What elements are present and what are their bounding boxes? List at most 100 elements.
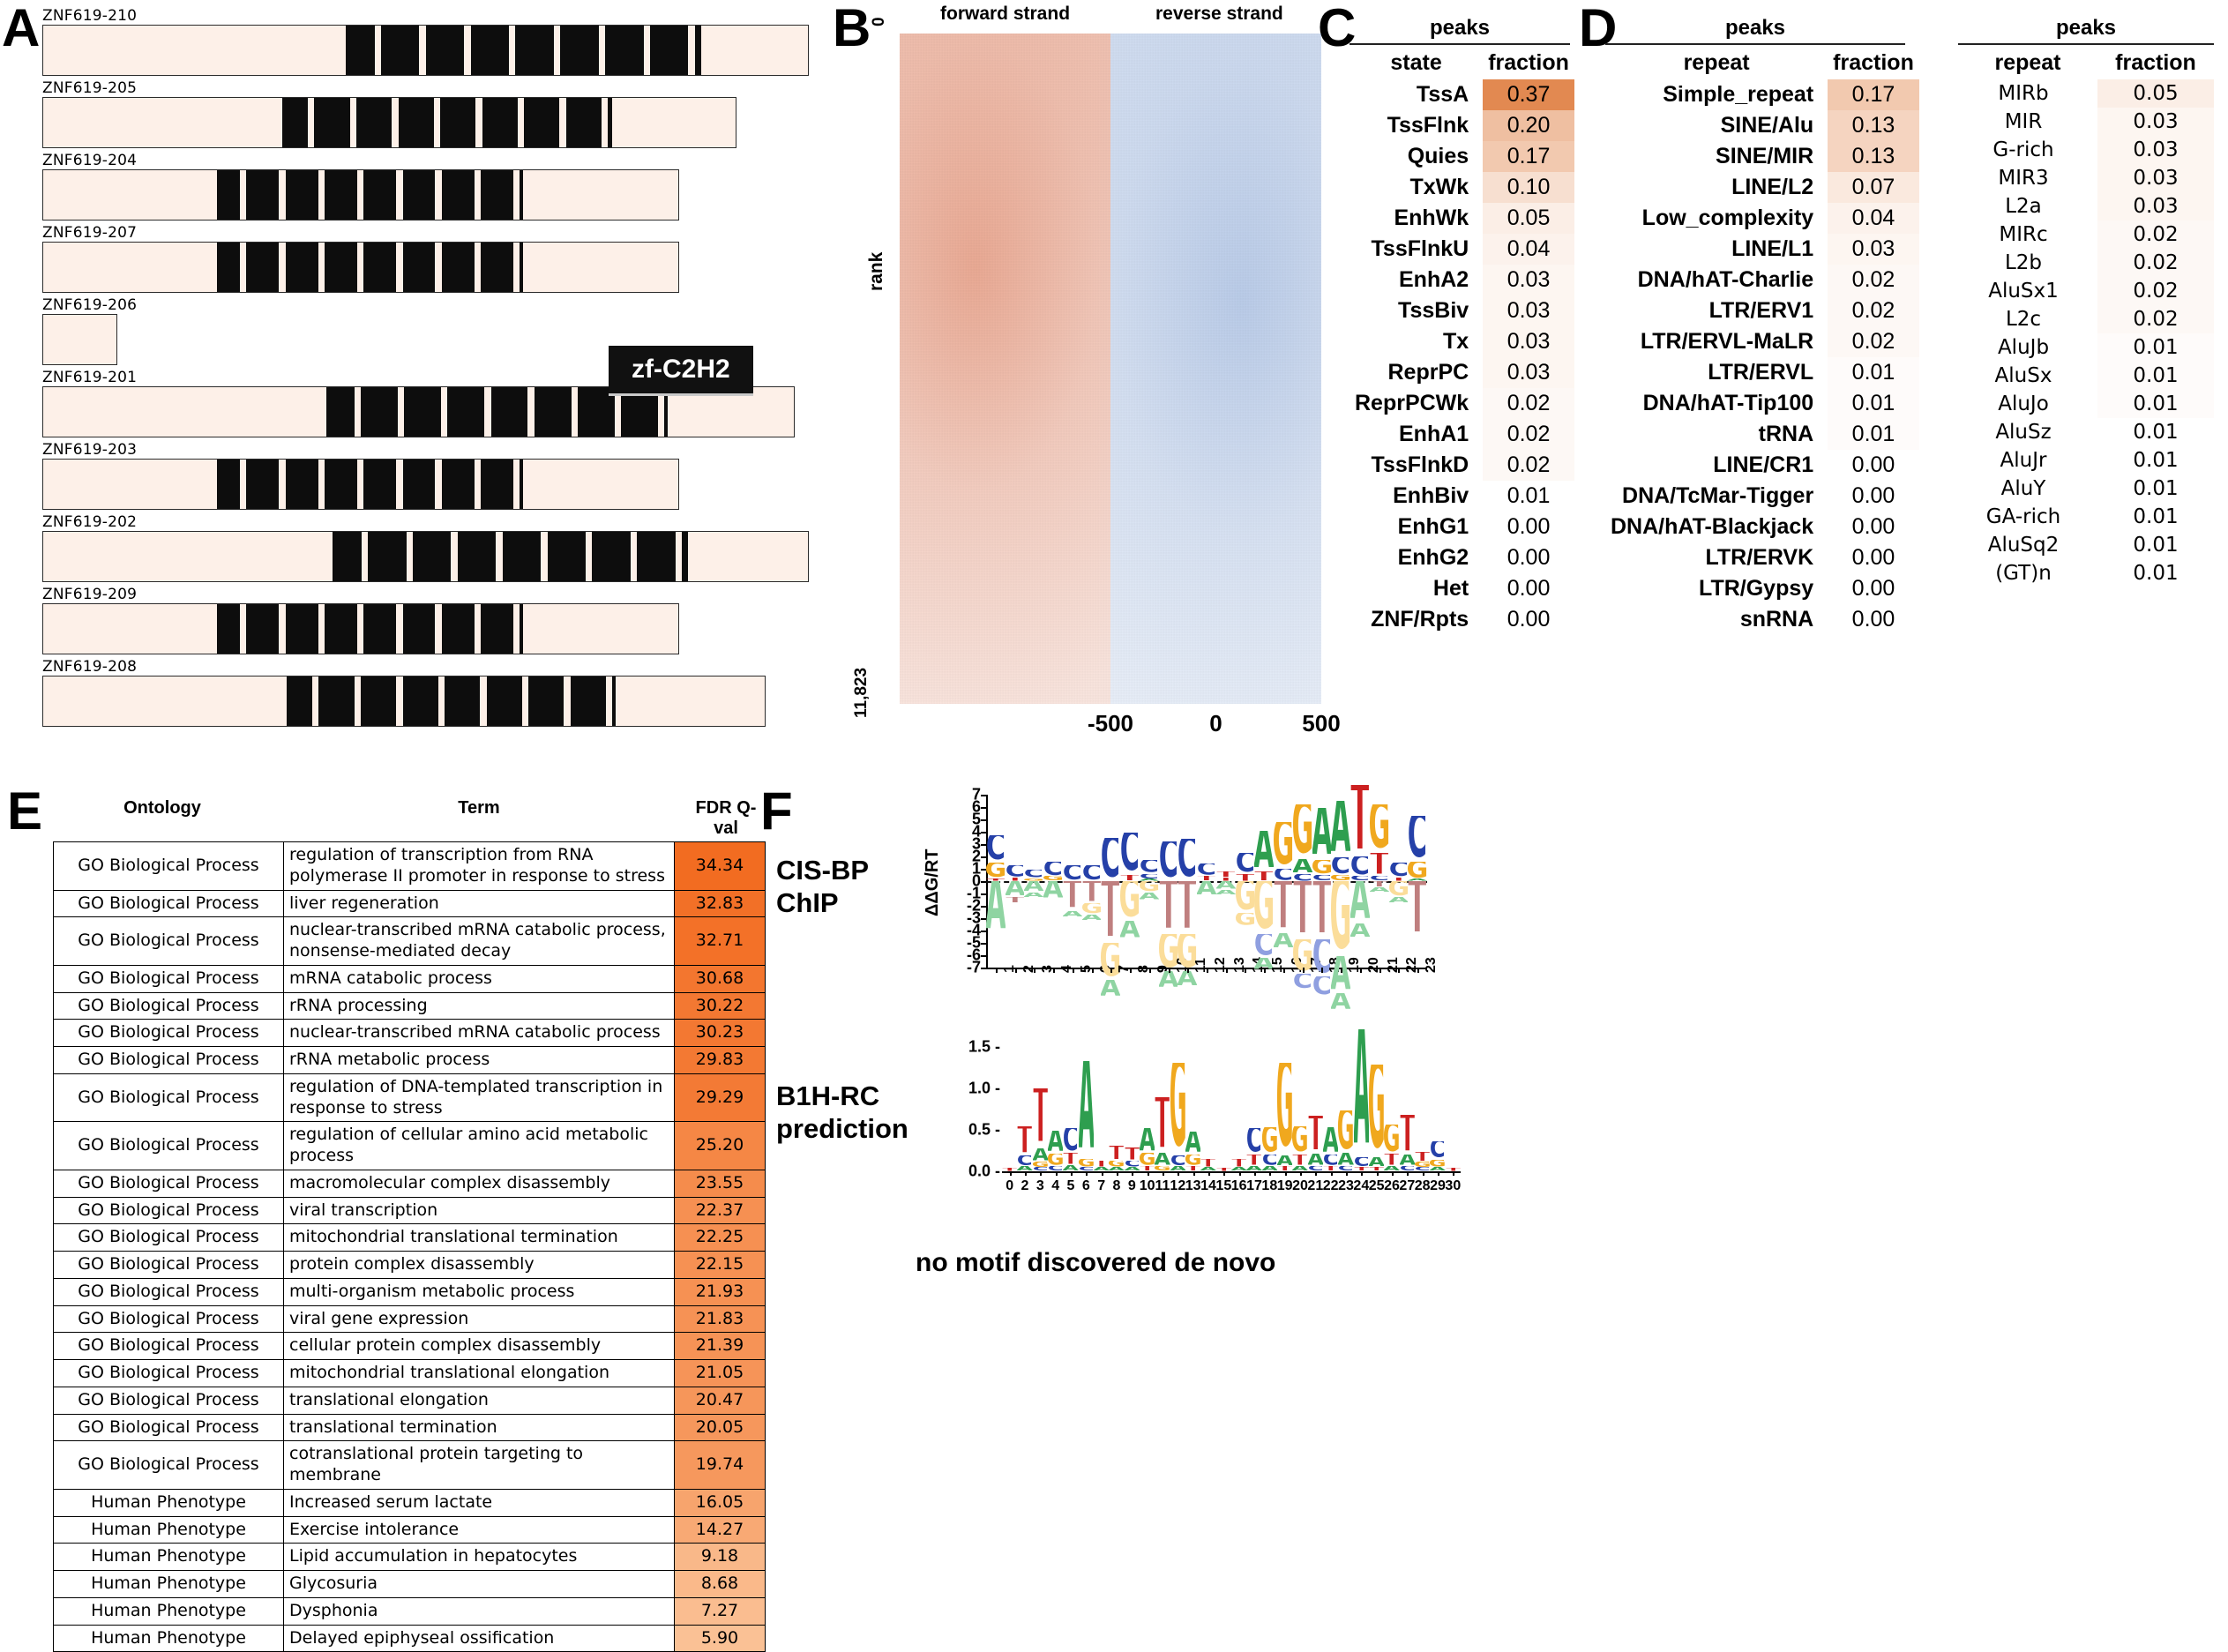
ontology-cell: Human Phenotype: [53, 1543, 284, 1571]
table-row: LINE/CR1 0.00: [1605, 450, 1919, 481]
logo-base-A: A: [1384, 1166, 1400, 1171]
table-row: G-rich 0.03: [1958, 136, 2214, 164]
logo-base-T: T: [1277, 1166, 1292, 1171]
row-fraction: 0.02: [2097, 277, 2214, 305]
logo-base-G: G: [1048, 1154, 1063, 1166]
coding-region: [345, 26, 702, 75]
logo-base-C: C: [1062, 864, 1082, 881]
zf-c2h2-domain-gap: [354, 387, 361, 437]
logo1-x-tick-mark: [1282, 968, 1285, 973]
logo-base-T: T: [1408, 881, 1427, 938]
logo2-x-tick: 10: [1139, 1178, 1155, 1193]
term-cell: mitochondrial translational termination: [283, 1223, 675, 1252]
logo2-x-tick-mark: [1330, 1171, 1333, 1176]
zf-c2h2-domain-gap: [279, 170, 286, 220]
logo1-y-tick-mark: [981, 931, 986, 932]
table-row: ReprPCWk 0.02: [1350, 388, 1574, 419]
logo1-y-tick-mark: [981, 968, 986, 969]
col-fraction-1: fraction: [1833, 50, 1914, 75]
zf-c2h2-domain-gap: [433, 98, 441, 147]
logo-base-T: T: [1006, 897, 1024, 904]
logo1-y-tick: 6: [971, 797, 981, 816]
logo1-x-tick-mark: [1302, 968, 1305, 973]
row-label: Het: [1432, 576, 1469, 601]
zf-c2h2-domain-gap: [571, 387, 578, 437]
logo-base-T: T: [1400, 1115, 1415, 1155]
logo2-y-tick: 0.0 -: [968, 1162, 1000, 1180]
coding-region: [216, 243, 524, 292]
table-row: GO Biological Process nuclear-transcribed…: [53, 916, 766, 966]
logo-base-C: C: [1063, 1128, 1079, 1154]
logo2-x-tick: 5: [1066, 1178, 1075, 1193]
ontology-cell: Human Phenotype: [53, 1488, 284, 1517]
row-fraction: 0.13: [1828, 141, 1919, 172]
isoform-label: ZNF619-205: [42, 79, 138, 97]
logo-base-A: A: [1331, 956, 1351, 994]
logo-base-T: T: [1354, 1167, 1369, 1171]
ontology-cell: GO Biological Process: [53, 1304, 284, 1334]
row-fraction: 0.05: [2097, 79, 2214, 108]
logo-base-T: T: [1125, 1147, 1140, 1161]
zf-c2h2-domain-gap: [435, 604, 442, 654]
table-row: GO Biological Process macromolecular comp…: [53, 1169, 766, 1198]
logo2-x-axis: [1002, 1171, 1461, 1173]
logo-base-T: T: [1254, 871, 1274, 881]
logo2-x-tick: 21: [1307, 1178, 1324, 1193]
term-cell: viral gene expression: [283, 1304, 675, 1334]
ontology-cell: GO Biological Process: [53, 1386, 284, 1415]
logo-base-G: G: [1274, 822, 1293, 869]
row-fraction: 0.01: [2133, 477, 2179, 500]
logo-base-C: C: [1261, 1155, 1277, 1167]
isoform-label: ZNF619-202: [42, 513, 138, 531]
term-cell: macromolecular complex disassembly: [283, 1169, 675, 1198]
logo-base-A: A: [1338, 1153, 1354, 1167]
logo1-y-tick-mark: [981, 918, 986, 920]
row-label: TssBiv: [1398, 298, 1469, 323]
b1h-rc-logo: 1.5 -1.0 -0.5 -0.0 -T0ACT2CGAT3CGA4ATC5C…: [935, 1029, 1482, 1217]
logo-base-C: C: [1170, 1155, 1185, 1167]
logo2-x-tick-mark: [1300, 1171, 1302, 1176]
zf-c2h2-domain-gap: [564, 676, 571, 726]
isoform-label: ZNF619-204: [42, 152, 138, 169]
fdr-qval-cell: 21.05: [674, 1359, 766, 1387]
logo-base-A: A: [1017, 1166, 1033, 1171]
logo2-x-tick: 26: [1384, 1178, 1400, 1193]
logo-base-T: T: [1185, 1166, 1200, 1171]
row-label: L2c: [2005, 308, 2042, 331]
logo2-x-tick: 15: [1215, 1178, 1232, 1193]
logo1-x-tick-mark: [1264, 968, 1267, 973]
logo-base-A: A: [1120, 920, 1140, 939]
row-label: EnhG2: [1397, 545, 1469, 570]
term-cell: translational elongation: [283, 1386, 675, 1415]
ontology-cell: Human Phenotype: [53, 1624, 284, 1652]
table-row: GO Biological Process cotranslational pro…: [53, 1440, 766, 1490]
row-label: EnhG1: [1397, 514, 1469, 539]
row-label: Quies: [1407, 144, 1469, 168]
row-label: ReprPCWk: [1355, 391, 1469, 415]
term-cell: Exercise intolerance: [283, 1515, 675, 1544]
rank-axis-label: rank: [866, 251, 886, 291]
logo-base-T: T: [1216, 871, 1236, 878]
rank-bottom-tick: 11,823: [852, 667, 871, 718]
logo2-x-tick-mark: [1025, 1171, 1027, 1176]
row-label: SINE/Alu: [1720, 113, 1814, 138]
fdr-qval-cell: 29.83: [674, 1046, 766, 1074]
logo2-x-tick: 28: [1414, 1178, 1431, 1193]
row-fraction: 0.02: [1483, 419, 1574, 450]
reverse-strand-label: reverse strand: [1155, 4, 1283, 24]
row-fraction: 0.01: [2133, 562, 2179, 585]
logo2-x-tick-mark: [1407, 1171, 1409, 1176]
logo-base-G: G: [1369, 1065, 1384, 1157]
logo-base-C: C: [1078, 1167, 1094, 1171]
table-row: LTR/ERVL-MaLR 0.02: [1605, 326, 1919, 357]
panel-letter-d: D: [1579, 0, 1618, 57]
row-label: TssFlnkU: [1371, 236, 1469, 261]
zf-c2h2-domain-gap: [318, 460, 325, 509]
coding-region: [281, 98, 612, 147]
logo-base-T: T: [1415, 1151, 1430, 1162]
fdr-qval-cell: 22.15: [674, 1251, 766, 1279]
table-row: LTR/ERVL 0.01: [1605, 357, 1919, 388]
peaks-header-c: peaks: [1350, 16, 1570, 45]
logo2-x-tick-mark: [1315, 1171, 1318, 1176]
logo1-x-tick-mark: [1359, 968, 1362, 973]
